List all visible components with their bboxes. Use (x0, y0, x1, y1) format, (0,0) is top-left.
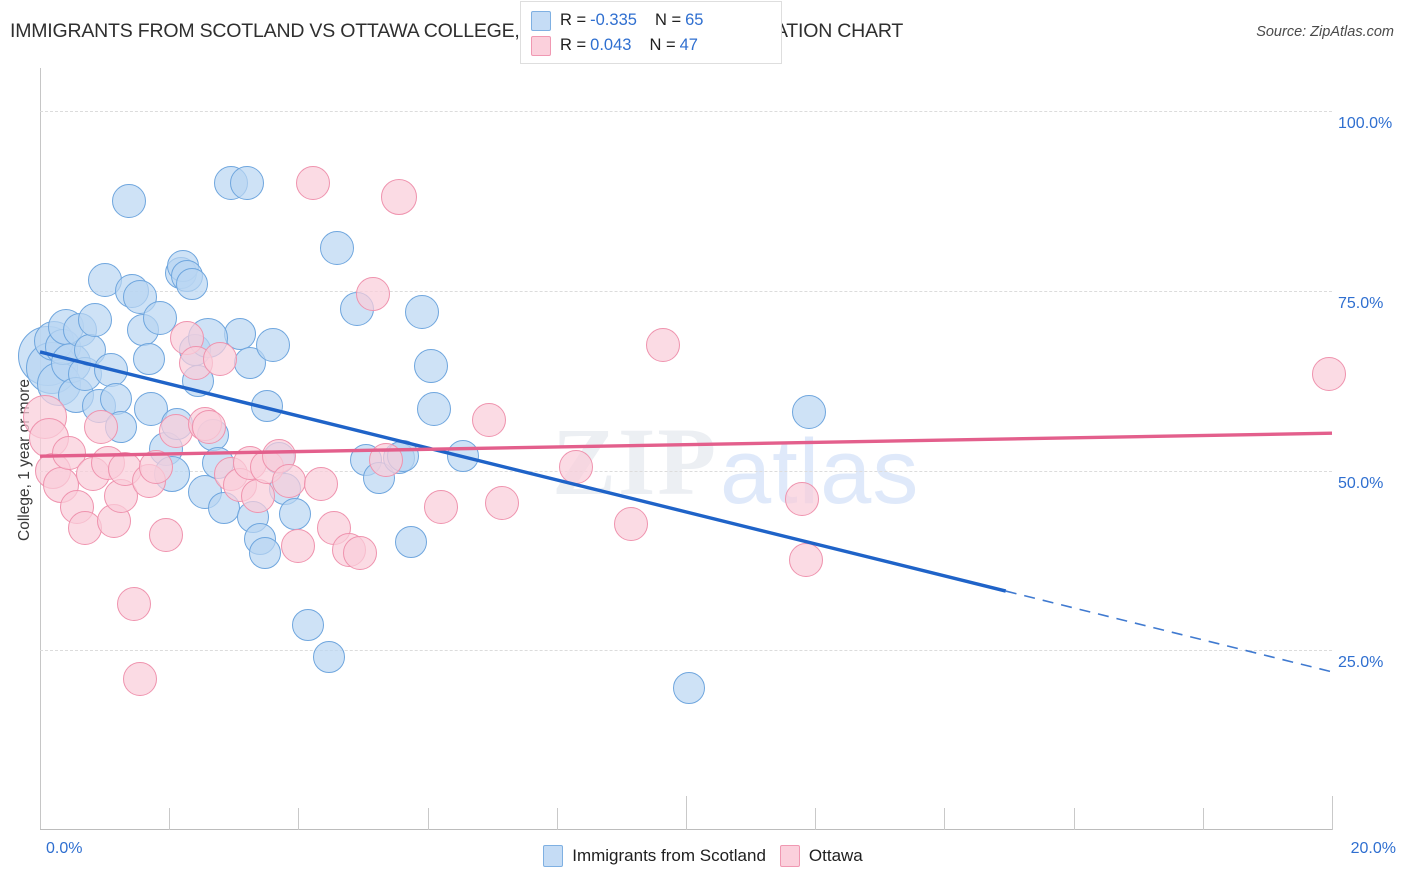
data-point (84, 410, 119, 445)
legend-item-ottawa[interactable]: Ottawa (779, 845, 863, 867)
stats-legend-row-scotland: R = -0.335 N = 65 (531, 8, 771, 33)
data-point (295, 166, 330, 201)
x-axis-tick (169, 808, 171, 830)
chart-source: Source: ZipAtlas.com (1256, 24, 1394, 40)
r-label-ottawa: R = (560, 36, 587, 54)
legend-item-scotland[interactable]: Immigrants from Scotland (543, 845, 766, 867)
x-axis-min-label: 0.0% (46, 840, 83, 857)
data-point (380, 179, 417, 216)
data-point (471, 403, 506, 438)
data-point (1311, 356, 1346, 391)
data-point (148, 518, 183, 553)
data-point (279, 497, 312, 530)
gridline (40, 470, 1332, 472)
data-point (132, 343, 165, 376)
trend-line-extrapolated (1005, 590, 1333, 673)
data-point (112, 183, 147, 218)
data-point (413, 349, 448, 384)
x-axis-tick (298, 808, 300, 830)
x-axis-tick (815, 808, 817, 830)
data-point (355, 277, 390, 312)
r-value-ottawa: 0.043 (590, 36, 632, 54)
r-label-scotland: R = (560, 11, 587, 29)
y-axis-tick-label: 100.0% (1338, 115, 1393, 133)
data-point (484, 485, 519, 520)
legend-label-ottawa: Ottawa (808, 846, 863, 865)
data-point (788, 543, 823, 578)
stats-legend-row-ottawa: R = 0.043 N = 47 (531, 33, 771, 58)
data-point (142, 301, 177, 336)
data-point (320, 230, 355, 265)
n-label-ottawa: N = (649, 36, 676, 54)
trend-line (39, 350, 1007, 593)
data-point (77, 302, 112, 337)
data-point (116, 586, 151, 621)
data-point (405, 295, 440, 330)
data-point (175, 267, 208, 300)
data-point (292, 609, 325, 642)
data-point (791, 394, 826, 429)
gridline (40, 650, 1332, 652)
legend-swatch-ottawa-icon (531, 35, 551, 56)
data-point (123, 662, 158, 697)
n-value-ottawa: 47 (679, 36, 698, 54)
data-point (342, 536, 377, 571)
x-axis-max-label: 20.0% (1350, 840, 1396, 857)
gridline (40, 111, 1332, 113)
legend-label-scotland: Immigrants from Scotland (572, 846, 766, 865)
data-point (192, 410, 227, 445)
data-point (395, 526, 428, 559)
y-axis-tick-label: 25.0% (1338, 654, 1384, 672)
data-point (68, 511, 103, 546)
data-point (785, 482, 820, 517)
data-point (229, 166, 264, 201)
data-point (423, 489, 458, 524)
x-axis-tick (556, 808, 558, 830)
data-point (417, 392, 452, 427)
legend-swatch-ottawa-icon (779, 845, 800, 867)
plot-area: College, 1 year or more ZIP atlas 25.0% 5… (16, 68, 1392, 830)
x-axis-tick (944, 808, 946, 830)
trend-line (39, 431, 1333, 458)
data-point (673, 671, 706, 704)
y-axis-tick-label: 50.0% (1338, 474, 1384, 492)
r-value-scotland: -0.335 (590, 11, 637, 29)
trend-lines-layer (39, 350, 1333, 673)
x-axis-tick (1202, 808, 1204, 830)
x-axis-tick (427, 808, 429, 830)
n-label-scotland: N = (654, 11, 682, 29)
x-axis-tick (1332, 796, 1333, 830)
data-point (271, 464, 306, 499)
stats-legend: R = -0.335 N = 65 R = 0.043 N = 47 (520, 1, 782, 64)
legend-swatch-scotland-icon (531, 10, 551, 31)
x-axis-tick (1073, 808, 1075, 830)
data-point (241, 478, 276, 513)
data-point (614, 507, 649, 542)
gridline (40, 290, 1332, 292)
data-point (255, 327, 290, 362)
data-point (281, 529, 316, 564)
y-axis-tick-label: 75.0% (1338, 294, 1384, 312)
series-legend: Immigrants from Scotland Ottawa (0, 845, 1406, 867)
x-axis-tick (686, 796, 687, 830)
data-point (248, 537, 281, 570)
data-point (646, 327, 681, 362)
legend-swatch-scotland-icon (543, 845, 564, 867)
data-point (304, 466, 338, 501)
n-value-scotland: 65 (685, 11, 704, 29)
data-point (313, 641, 346, 674)
data-point (202, 342, 237, 377)
